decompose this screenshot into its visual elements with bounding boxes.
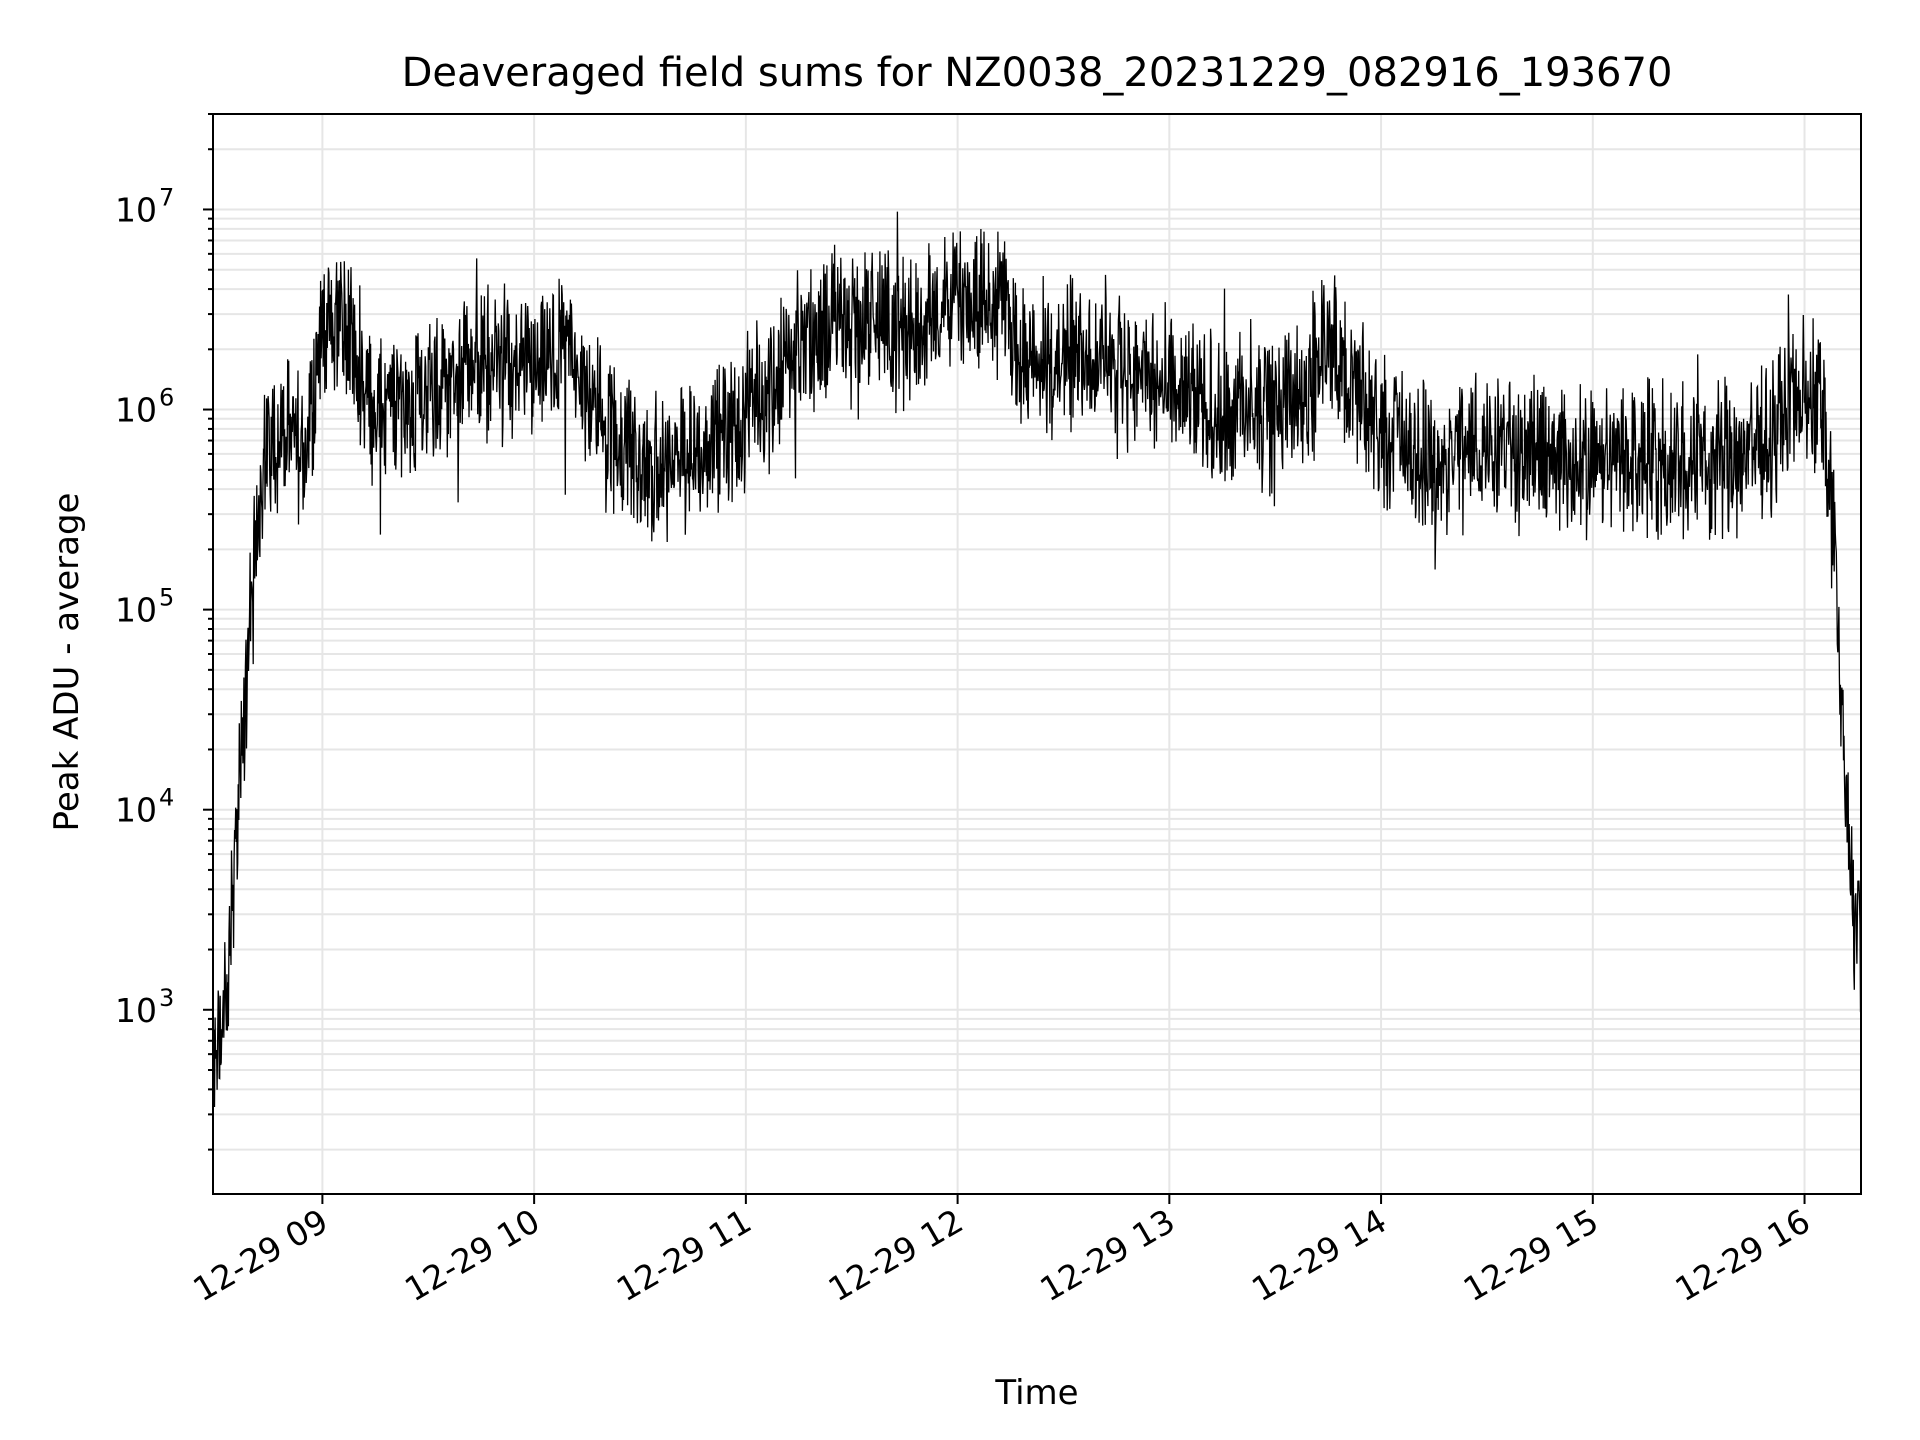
chart-title: Deaveraged field sums for NZ0038_2023122… — [402, 50, 1673, 96]
y-tick-label: 10 — [115, 991, 157, 1030]
y-tick-label: 10 — [115, 190, 157, 229]
y-tick-label: 10 — [115, 791, 157, 830]
y-tick-exponent: 5 — [159, 584, 174, 612]
y-tick-label: 10 — [115, 591, 157, 630]
y-tick-exponent: 6 — [159, 384, 174, 412]
y-tick-label: 10 — [115, 391, 157, 430]
series-group — [212, 211, 1862, 1108]
y-tick-exponent: 7 — [159, 183, 174, 211]
x-axis-label: Time — [994, 1373, 1078, 1413]
series-line — [212, 211, 1862, 1108]
y-tick-exponent: 4 — [159, 784, 174, 812]
y-axis-label: Peak ADU - average — [47, 493, 87, 832]
y-tick-exponent: 3 — [159, 984, 174, 1012]
